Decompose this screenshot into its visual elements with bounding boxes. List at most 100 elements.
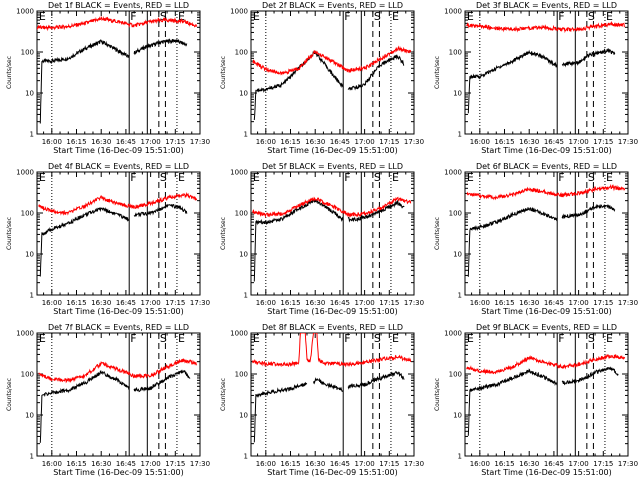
- x-tick-label: 16:30: [519, 299, 539, 307]
- y-tick-label: 10: [239, 90, 248, 98]
- chart-panel: Det 7f BLACK = Events, RED = LLD 1 10 100 10…: [6, 323, 210, 477]
- x-axis-label: Start Time (16-Dec-09 15:51:00): [53, 307, 184, 316]
- y-tick-label: 1000: [16, 330, 34, 338]
- time-marker-label: F: [558, 10, 564, 23]
- x-tick-label: 16:45: [330, 460, 350, 468]
- events-series-line: [133, 369, 191, 393]
- time-marker-label: S: [374, 10, 381, 23]
- events-series-line: [561, 48, 616, 68]
- x-tick-label: 17:15: [379, 460, 399, 468]
- time-marker-label: S: [588, 171, 595, 184]
- y-tick-label: 1: [458, 453, 462, 461]
- plot-frame: [36, 332, 201, 457]
- lld-series-line: [466, 183, 626, 201]
- x-tick-label: 16:45: [330, 138, 350, 146]
- x-tick-label: 17:15: [165, 460, 185, 468]
- x-tick-label: 17:15: [165, 138, 185, 146]
- time-marker-label: E: [606, 171, 613, 184]
- time-marker-label: S: [588, 332, 595, 345]
- x-tick-label: 16:45: [116, 138, 136, 146]
- time-marker-label: F: [344, 332, 350, 345]
- time-marker-label: E: [178, 10, 185, 23]
- time-marker-label: F: [130, 332, 136, 345]
- y-axis-label: Counts/sec: [434, 378, 441, 411]
- x-tick-label: 16:30: [305, 138, 325, 146]
- x-axis-label: Start Time (16-Dec-09 15:51:00): [481, 468, 612, 477]
- y-tick-label: 10: [453, 90, 462, 98]
- x-tick-label: 16:00: [256, 299, 276, 307]
- x-tick-label: 16:15: [66, 460, 86, 468]
- events-series-line: [467, 206, 558, 277]
- x-tick-label: 17:00: [141, 299, 161, 307]
- y-tick-label: 1: [30, 292, 34, 300]
- x-tick-label: 17:30: [404, 138, 424, 146]
- y-axis-label: Counts/sec: [434, 217, 441, 250]
- time-marker-label: S: [374, 171, 381, 184]
- lld-series-line: [38, 358, 197, 384]
- time-marker-label: F: [344, 171, 350, 184]
- time-marker-label: E: [178, 171, 185, 184]
- x-tick-label: 16:45: [116, 460, 136, 468]
- time-marker-label: E: [606, 332, 613, 345]
- events-series-line: [253, 381, 308, 443]
- y-tick-label: 1: [458, 292, 462, 300]
- time-marker-label: S: [160, 332, 167, 345]
- x-tick-label: 16:30: [305, 460, 325, 468]
- y-tick-label: 1: [244, 131, 248, 139]
- x-tick-label: 17:15: [593, 299, 613, 307]
- time-marker-label: E: [392, 171, 399, 184]
- events-series-line: [347, 371, 405, 390]
- x-tick-label: 16:15: [66, 138, 86, 146]
- x-tick-label: 16:00: [470, 138, 490, 146]
- y-tick-label: 10: [239, 412, 248, 420]
- events-series-line: [313, 377, 344, 392]
- x-tick-label: 17:00: [355, 299, 375, 307]
- x-tick-label: 16:00: [42, 138, 62, 146]
- y-axis-label: Counts/sec: [6, 378, 13, 411]
- panel-title: Det 6f BLACK = Events, RED = LLD: [476, 162, 617, 171]
- y-tick-label: 10: [25, 412, 34, 420]
- y-tick-label: 100: [235, 371, 248, 379]
- x-tick-label: 16:00: [42, 299, 62, 307]
- y-tick-label: 1000: [230, 330, 248, 338]
- chart-panel: Det 2f BLACK = Events, RED = LLD 1 10 100 10…: [220, 1, 424, 155]
- time-marker-label: E: [467, 10, 474, 23]
- time-marker-label: S: [160, 10, 167, 23]
- x-tick-label: 16:15: [280, 138, 300, 146]
- x-axis-label: Start Time (16-Dec-09 15:51:00): [481, 307, 612, 316]
- panel-title: Det 7f BLACK = Events, RED = LLD: [48, 323, 189, 332]
- y-tick-label: 1: [30, 453, 34, 461]
- x-tick-label: 16:15: [66, 299, 86, 307]
- chart-panel: Det 9f BLACK = Events, RED = LLD 1 10 100 10…: [434, 323, 638, 477]
- y-tick-label: 1: [244, 453, 248, 461]
- x-tick-label: 17:00: [569, 138, 589, 146]
- events-series-line: [253, 50, 344, 121]
- time-marker-label: E: [392, 332, 399, 345]
- time-marker-label: E: [39, 332, 46, 345]
- time-marker-label: F: [344, 10, 350, 23]
- x-tick-label: 16:15: [494, 138, 514, 146]
- x-tick-label: 16:30: [91, 138, 111, 146]
- x-axis-label: Start Time (16-Dec-09 15:51:00): [53, 468, 184, 477]
- plot-frame: [250, 332, 415, 457]
- time-marker-label: E: [253, 171, 260, 184]
- time-marker-label: E: [253, 332, 260, 345]
- x-tick-label: 17:30: [190, 460, 210, 468]
- events-series-line: [39, 370, 130, 443]
- time-marker-label: E: [606, 10, 613, 23]
- events-series-line: [347, 199, 405, 223]
- y-tick-label: 1: [30, 131, 34, 139]
- x-tick-label: 16:15: [494, 299, 514, 307]
- events-series-line: [561, 366, 619, 386]
- panel-title: Det 3f BLACK = Events, RED = LLD: [476, 1, 617, 10]
- x-tick-label: 16:30: [91, 460, 111, 468]
- time-marker-label: F: [130, 171, 136, 184]
- y-axis-label: Counts/sec: [6, 217, 13, 250]
- time-marker-label: F: [130, 10, 136, 23]
- events-series-line: [467, 368, 558, 436]
- x-tick-label: 17:00: [355, 460, 375, 468]
- panel-title: Det 5f BLACK = Events, RED = LLD: [262, 162, 403, 171]
- x-tick-label: 17:00: [569, 460, 589, 468]
